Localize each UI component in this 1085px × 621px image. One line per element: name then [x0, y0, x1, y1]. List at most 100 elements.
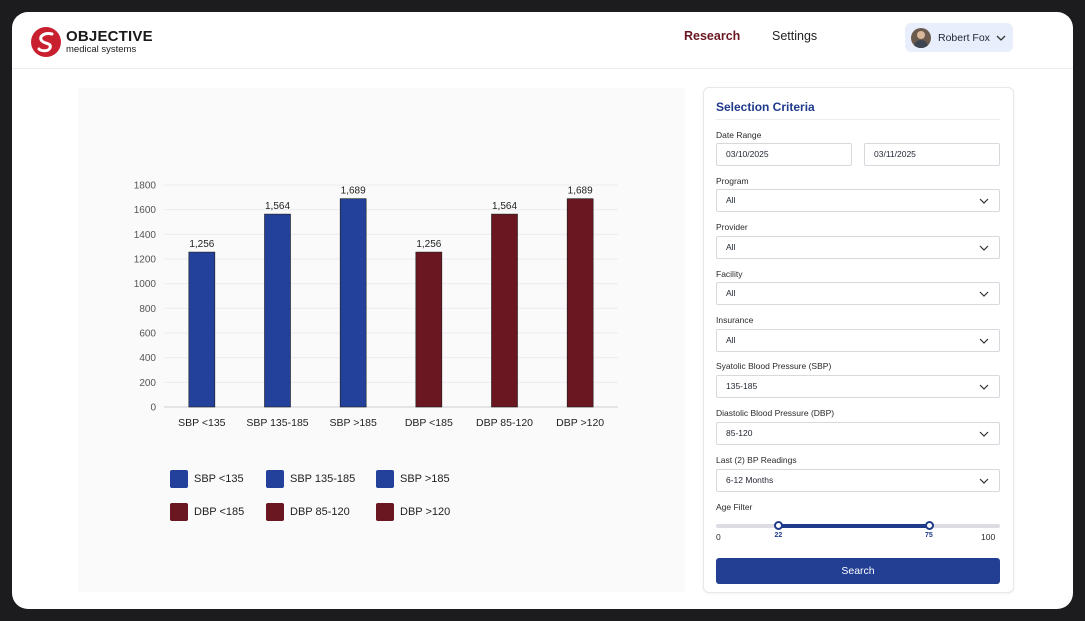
insurance-select[interactable]: All	[716, 329, 1000, 352]
program-value: All	[726, 195, 736, 205]
provider-value: All	[726, 242, 736, 252]
legend-item: SBP <135	[170, 470, 244, 488]
chevron-down-icon	[996, 35, 1006, 41]
sbp-select[interactable]: 135-185	[716, 375, 1000, 398]
legend-label: SBP <135	[194, 473, 244, 485]
y-tick-label: 400	[139, 353, 156, 364]
data-label: 1,256	[189, 239, 214, 250]
x-tick-label: DBP 85-120	[476, 417, 533, 429]
chevron-down-icon	[979, 478, 989, 484]
y-tick-label: 1200	[134, 255, 157, 266]
bar-chart: 0 200 400 600 800 1000 1200 1400 1600 1800 1,256 SB…	[134, 181, 618, 429]
legend-label: SBP >185	[400, 473, 450, 485]
legend-swatch	[266, 503, 284, 521]
last-readings-select[interactable]: 6-12 Months	[716, 469, 1000, 492]
last-readings-label: Last (2) BP Readings	[716, 455, 797, 465]
legend-item: DBP 85-120	[266, 503, 350, 521]
legend-label: DBP >120	[400, 506, 451, 518]
legend-swatch	[266, 470, 284, 488]
last-readings-value: 6-12 Months	[726, 475, 774, 485]
bar	[491, 213, 518, 408]
date-to-input[interactable]: 03/11/2025	[864, 143, 1000, 166]
legend-swatch	[376, 503, 394, 521]
age-filter-label: Age Filter	[716, 502, 753, 512]
x-tick-label: DBP >120	[556, 417, 604, 429]
app-window: OBJECTIVE medical systems Research Setti…	[12, 12, 1073, 609]
slider-handle-high[interactable]	[924, 521, 934, 530]
legend-item: DBP <185	[170, 503, 244, 521]
bar	[264, 213, 291, 408]
legend-item: DBP >120	[376, 503, 450, 521]
dbp-value: 85-120	[726, 428, 753, 438]
data-label: 1,564	[265, 201, 290, 212]
data-label: 1,689	[341, 186, 366, 197]
legend-label: SBP 135-185	[290, 473, 356, 485]
legend-item: SBP >185	[376, 470, 450, 488]
dbp-select[interactable]: 85-120	[716, 422, 1000, 445]
nav-research[interactable]: Research	[684, 29, 741, 43]
slider-fill	[778, 524, 929, 528]
provider-select[interactable]: All	[716, 236, 1000, 259]
insurance-value: All	[726, 335, 736, 345]
legend-swatch	[170, 503, 188, 521]
sbp-value: 135-185	[726, 381, 758, 391]
legend-swatch	[170, 470, 188, 488]
provider-label: Provider	[716, 222, 748, 232]
slider-handle-low[interactable]	[773, 521, 783, 530]
chevron-down-icon	[979, 338, 989, 344]
data-label: 1,689	[568, 186, 593, 197]
y-tick-label: 200	[139, 378, 156, 389]
chart-panel: 0 200 400 600 800 1000 1200 1400 1600 1800 1,256 SB…	[78, 88, 685, 592]
y-tick-label: 1400	[134, 230, 157, 241]
y-tick-label: 600	[139, 329, 156, 340]
legend-swatch	[376, 470, 394, 488]
bar	[566, 198, 594, 408]
y-tick-label: 1600	[134, 205, 157, 216]
chevron-down-icon	[979, 291, 989, 297]
facility-select[interactable]: All	[716, 282, 1000, 305]
bar	[339, 198, 367, 408]
program-select[interactable]: All	[716, 189, 1000, 212]
chevron-down-icon	[979, 431, 989, 437]
bar	[415, 251, 443, 408]
facility-value: All	[726, 288, 736, 298]
legend-label: DBP <185	[194, 506, 245, 518]
date-from-input[interactable]: 03/10/2025	[716, 143, 852, 166]
legend-item: SBP 135-185	[266, 470, 355, 488]
data-label: 1,564	[492, 201, 517, 212]
brand-name: OBJECTIVE	[66, 28, 153, 46]
facility-label: Facility	[716, 269, 743, 279]
y-tick-label: 1000	[134, 279, 157, 290]
brand-logo[interactable]: OBJECTIVE medical systems	[30, 26, 153, 58]
dbp-label: Diastolic Blood Pressure (DBP)	[716, 408, 835, 418]
user-menu[interactable]: Robert Fox	[905, 23, 1013, 52]
age-max-label: 100	[981, 532, 996, 542]
chevron-down-icon	[979, 245, 989, 251]
y-tick-label: 800	[139, 304, 156, 315]
age-range-slider[interactable]	[716, 521, 1000, 530]
logo-icon	[31, 27, 61, 57]
x-tick-label: DBP <185	[405, 417, 453, 429]
x-tick-label: SBP <135	[178, 417, 226, 429]
search-button[interactable]: Search	[716, 558, 1000, 584]
age-min-label: 0	[716, 532, 721, 542]
x-tick-label: SBP 135-185	[246, 417, 308, 429]
brand-subtitle: medical systems	[66, 44, 137, 56]
age-low-value: 22	[774, 532, 783, 539]
avatar	[911, 27, 931, 48]
y-tick-label: 1800	[134, 181, 157, 192]
selection-criteria-panel: Selection Criteria Date Range 03/10/2025…	[703, 87, 1014, 593]
date-range-label: Date Range	[716, 130, 762, 140]
nav-settings[interactable]: Settings	[772, 29, 818, 43]
age-high-value: 75	[925, 532, 933, 539]
user-name: Robert Fox	[938, 31, 990, 44]
chevron-down-icon	[979, 198, 989, 204]
data-label: 1,256	[416, 239, 441, 250]
sbp-label: Syatolic Blood Pressure (SBP)	[716, 361, 832, 371]
y-tick-label: 0	[150, 403, 156, 414]
panel-title: Selection Criteria	[716, 100, 815, 114]
top-header: OBJECTIVE medical systems Research Setti…	[12, 12, 1073, 69]
bar	[188, 251, 216, 408]
divider	[716, 119, 1000, 120]
program-label: Program	[716, 176, 749, 186]
